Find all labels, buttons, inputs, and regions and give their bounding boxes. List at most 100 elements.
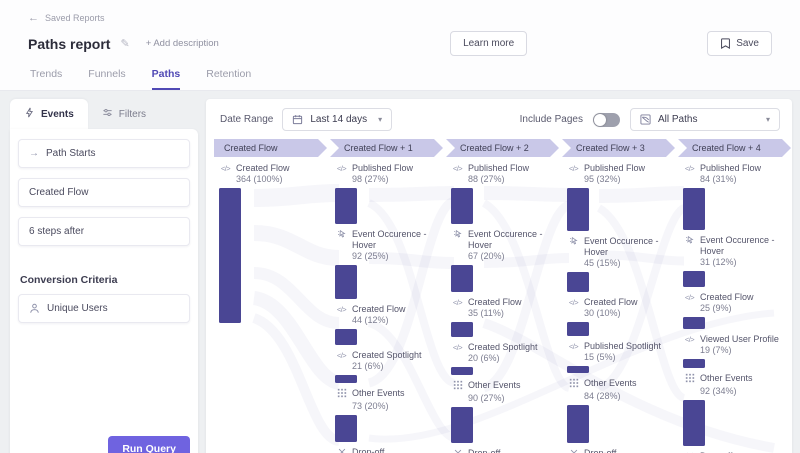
sankey-bar[interactable]: [451, 407, 473, 443]
tab-funnels[interactable]: Funnels: [88, 68, 126, 80]
sliders-icon: [102, 107, 113, 121]
conversion-criteria-value: Unique Users: [47, 303, 108, 314]
code-icon: </>: [452, 343, 463, 352]
sankey-node-event-occurence-hover[interactable]: Event Occurence - Hover 31 (12%): [683, 235, 791, 287]
sankey-column: </> Published Flow 98 (27%) Event Occure…: [330, 163, 443, 453]
tab-trends[interactable]: Trends: [30, 68, 63, 80]
sankey-column: </> Published Flow 88 (27%) Event Occure…: [446, 163, 559, 453]
date-range-dropdown[interactable]: Last 14 days ▾: [282, 108, 393, 131]
sankey-bar[interactable]: [567, 188, 589, 231]
node-value: 90 (27%): [468, 393, 505, 403]
sankey-bar[interactable]: [335, 329, 357, 345]
sankey-node-published-spotlight[interactable]: </> Published Spotlight 15 (5%): [567, 341, 675, 373]
node-value: 92 (34%): [700, 386, 737, 396]
node-value: 35 (11%): [468, 308, 504, 318]
page-title: Paths report: [28, 35, 111, 52]
sankey-bar[interactable]: [567, 405, 589, 443]
sankey-bar[interactable]: [335, 375, 357, 383]
back-link[interactable]: ← Saved Reports: [28, 12, 772, 24]
sankey-node-drop-off[interactable]: Drop-off 36 (10%): [335, 447, 443, 453]
tab-retention[interactable]: Retention: [206, 68, 252, 80]
sankey-bar[interactable]: [335, 188, 357, 224]
sankey-node-event-occurence-hover[interactable]: Event Occurence - Hover 92 (25%): [335, 229, 443, 299]
step-card-path-starts[interactable]: → Path Starts: [18, 139, 190, 168]
sankey-bar[interactable]: [335, 265, 357, 299]
sankey-node-created-flow[interactable]: </> Created Flow 364 (100%): [219, 163, 327, 323]
sankey-bar[interactable]: [451, 367, 473, 375]
node-value: 92 (25%): [352, 251, 389, 261]
grid-dots-icon: [567, 378, 580, 391]
toggle-knob: [594, 113, 606, 126]
step-card-6-steps-after[interactable]: 6 steps after: [18, 217, 190, 246]
sankey-bar[interactable]: [567, 366, 589, 373]
sidebar-tab-events[interactable]: Events: [10, 99, 88, 129]
sankey-bar[interactable]: [219, 188, 241, 323]
query-sidebar: Events Filters → Path Starts Created Flo…: [10, 99, 198, 453]
sidebar-tab-filters[interactable]: Filters: [88, 99, 160, 129]
sankey-node-other-events[interactable]: Other Events 73 (20%): [335, 388, 443, 442]
date-range-value: Last 14 days: [310, 114, 368, 125]
node-value: 30 (10%): [584, 308, 621, 318]
sankey-bar[interactable]: [335, 415, 357, 442]
sankey-node-drop-off[interactable]: Drop-off 18 (7%): [683, 451, 791, 453]
calendar-icon: [293, 115, 303, 125]
sankey-bar[interactable]: [451, 265, 473, 292]
sankey-node-published-flow[interactable]: </> Published Flow 84 (31%): [683, 163, 791, 230]
sankey-bar[interactable]: [567, 272, 589, 292]
user-icon: [30, 303, 39, 313]
sankey-node-created-spotlight[interactable]: </> Created Spotlight 20 (6%): [451, 342, 559, 375]
node-value: 15 (5%): [584, 352, 616, 362]
tab-paths[interactable]: Paths: [151, 68, 181, 90]
sankey-node-created-flow[interactable]: </> Created Flow 25 (9%): [683, 292, 791, 329]
conversion-criteria-card[interactable]: Unique Users: [18, 294, 190, 323]
run-query-button[interactable]: Run Query: [108, 436, 190, 453]
add-description-button[interactable]: + Add description: [145, 38, 219, 49]
code-icon: </>: [684, 293, 695, 302]
chevron-down-icon: ▾: [378, 115, 383, 124]
sankey-node-created-flow[interactable]: </> Created Flow 35 (11%): [451, 297, 559, 337]
hover-cursor-icon: [451, 229, 464, 242]
paths-filter-dropdown[interactable]: All Paths ▾: [630, 108, 780, 131]
sidebar-panel: → Path Starts Created Flow 6 steps after…: [10, 129, 198, 453]
sankey-node-created-flow[interactable]: </> Created Flow 30 (10%): [567, 297, 675, 336]
edit-title-icon[interactable]: ✎: [120, 38, 130, 50]
hover-cursor-icon: [335, 229, 348, 242]
sankey-node-created-spotlight[interactable]: </> Created Spotlight 21 (6%): [335, 350, 443, 383]
sankey-bar[interactable]: [683, 188, 705, 230]
sankey-bar[interactable]: [683, 271, 705, 287]
sankey-node-event-occurence-hover[interactable]: Event Occurence - Hover 67 (20%): [451, 229, 559, 292]
node-value: 98 (27%): [352, 174, 389, 184]
top-header: ← Saved Reports Paths report ✎ + Add des…: [0, 0, 800, 91]
sankey-node-published-flow[interactable]: </> Published Flow 95 (32%): [567, 163, 675, 231]
code-icon: </>: [452, 298, 463, 307]
node-value: 20 (6%): [468, 353, 500, 363]
bookmark-icon: [721, 38, 731, 49]
sankey-node-event-occurence-hover[interactable]: Event Occurence - Hover 45 (15%): [567, 236, 675, 292]
learn-more-button[interactable]: Learn more: [450, 31, 528, 56]
sankey-bar[interactable]: [683, 400, 705, 446]
sankey-node-other-events[interactable]: Other Events 84 (28%): [567, 378, 675, 443]
sankey-column-header: Created Flow + 3: [562, 139, 675, 157]
sankey-bar[interactable]: [451, 188, 473, 224]
conversion-criteria-title: Conversion Criteria: [20, 274, 118, 286]
sankey-node-other-events[interactable]: Other Events 92 (34%): [683, 373, 791, 446]
sankey-node-published-flow[interactable]: </> Published Flow 98 (27%): [335, 163, 443, 224]
include-pages-toggle[interactable]: [593, 112, 620, 127]
x-dropoff-icon: [335, 447, 348, 453]
sankey-bar[interactable]: [683, 317, 705, 329]
sankey-node-drop-off[interactable]: Drop-off 31 (10%): [567, 448, 675, 453]
sankey-bar[interactable]: [567, 322, 589, 336]
sankey-node-published-flow[interactable]: </> Published Flow 88 (27%): [451, 163, 559, 224]
step-card-created-flow[interactable]: Created Flow: [18, 178, 190, 207]
sankey-node-viewed-user-profile[interactable]: </> Viewed User Profile 19 (7%): [683, 334, 791, 368]
node-value: 45 (15%): [584, 258, 621, 268]
sankey-node-other-events[interactable]: Other Events 90 (27%): [451, 380, 559, 443]
sankey-bar[interactable]: [451, 322, 473, 337]
sankey-column: </> Created Flow 364 (100%): [214, 163, 327, 453]
sankey-bar[interactable]: [683, 359, 705, 368]
sankey-node-drop-off[interactable]: Drop-off 28 (9%): [451, 448, 559, 453]
save-button[interactable]: Save: [707, 31, 772, 56]
sankey-node-created-flow[interactable]: </> Created Flow 44 (12%): [335, 304, 443, 345]
arrow-right-icon: →: [29, 148, 39, 159]
paths-icon: [640, 114, 651, 125]
